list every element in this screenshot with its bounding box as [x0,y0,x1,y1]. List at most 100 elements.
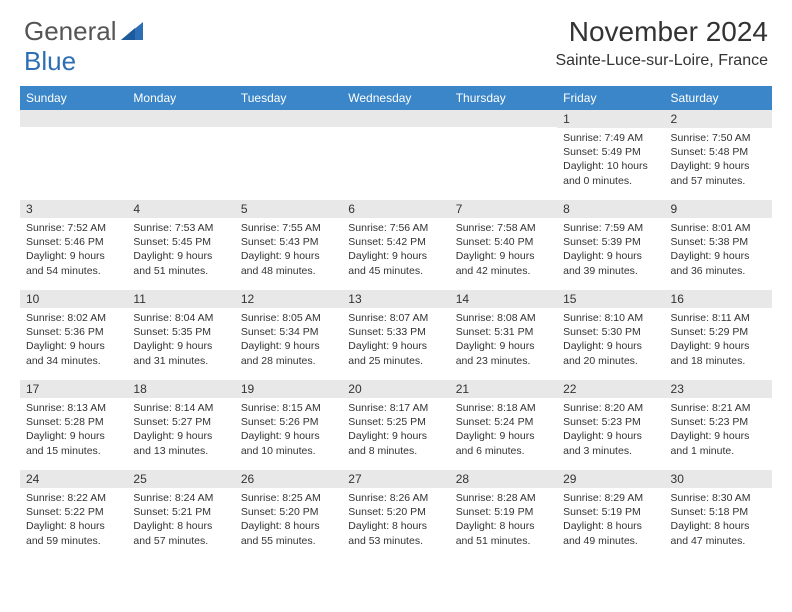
sunset-text: Sunset: 5:27 PM [133,415,228,429]
daylight-text: Daylight: 9 hours and 39 minutes. [563,249,658,277]
day-number: 11 [127,290,234,308]
calendar-day-cell: 10Sunrise: 8:02 AMSunset: 5:36 PMDayligh… [20,290,127,380]
sunrise-text: Sunrise: 7:50 AM [671,131,766,145]
sunrise-text: Sunrise: 8:24 AM [133,491,228,505]
day-details: Sunrise: 8:11 AMSunset: 5:29 PMDaylight:… [665,308,772,372]
sunset-text: Sunset: 5:36 PM [26,325,121,339]
day-number [450,110,557,127]
calendar-day-cell: 7Sunrise: 7:58 AMSunset: 5:40 PMDaylight… [450,200,557,290]
sunrise-text: Sunrise: 8:29 AM [563,491,658,505]
day-number: 8 [557,200,664,218]
day-details: Sunrise: 7:58 AMSunset: 5:40 PMDaylight:… [450,218,557,282]
calendar-day-cell: 8Sunrise: 7:59 AMSunset: 5:39 PMDaylight… [557,200,664,290]
title-block: November 2024 Sainte-Luce-sur-Loire, Fra… [555,16,768,70]
day-details: Sunrise: 7:49 AMSunset: 5:49 PMDaylight:… [557,128,664,192]
day-details: Sunrise: 8:02 AMSunset: 5:36 PMDaylight:… [20,308,127,372]
calendar-day-cell: 3Sunrise: 7:52 AMSunset: 5:46 PMDaylight… [20,200,127,290]
day-details: Sunrise: 7:50 AMSunset: 5:48 PMDaylight:… [665,128,772,192]
day-number: 23 [665,380,772,398]
weekday-header: Saturday [665,86,772,110]
sunrise-text: Sunrise: 8:05 AM [241,311,336,325]
sunrise-text: Sunrise: 8:18 AM [456,401,551,415]
sunrise-text: Sunrise: 8:14 AM [133,401,228,415]
day-details: Sunrise: 8:15 AMSunset: 5:26 PMDaylight:… [235,398,342,462]
calendar-day-cell: 25Sunrise: 8:24 AMSunset: 5:21 PMDayligh… [127,470,234,560]
calendar-header-row: SundayMondayTuesdayWednesdayThursdayFrid… [20,86,772,110]
day-details: Sunrise: 8:10 AMSunset: 5:30 PMDaylight:… [557,308,664,372]
day-number: 1 [557,110,664,128]
day-number: 17 [20,380,127,398]
daylight-text: Daylight: 9 hours and 51 minutes. [133,249,228,277]
day-details: Sunrise: 8:28 AMSunset: 5:19 PMDaylight:… [450,488,557,552]
sunset-text: Sunset: 5:48 PM [671,145,766,159]
calendar-table: SundayMondayTuesdayWednesdayThursdayFrid… [20,86,772,560]
sunrise-text: Sunrise: 8:02 AM [26,311,121,325]
daylight-text: Daylight: 9 hours and 18 minutes. [671,339,766,367]
day-details: Sunrise: 8:18 AMSunset: 5:24 PMDaylight:… [450,398,557,462]
day-details: Sunrise: 8:08 AMSunset: 5:31 PMDaylight:… [450,308,557,372]
sunset-text: Sunset: 5:28 PM [26,415,121,429]
sunset-text: Sunset: 5:49 PM [563,145,658,159]
calendar-day-cell: 9Sunrise: 8:01 AMSunset: 5:38 PMDaylight… [665,200,772,290]
calendar-day-cell: 29Sunrise: 8:29 AMSunset: 5:19 PMDayligh… [557,470,664,560]
daylight-text: Daylight: 9 hours and 8 minutes. [348,429,443,457]
sunrise-text: Sunrise: 8:04 AM [133,311,228,325]
calendar-day-cell: 22Sunrise: 8:20 AMSunset: 5:23 PMDayligh… [557,380,664,470]
sunrise-text: Sunrise: 8:25 AM [241,491,336,505]
day-details: Sunrise: 8:13 AMSunset: 5:28 PMDaylight:… [20,398,127,462]
calendar-day-cell: 14Sunrise: 8:08 AMSunset: 5:31 PMDayligh… [450,290,557,380]
day-number: 13 [342,290,449,308]
daylight-text: Daylight: 9 hours and 54 minutes. [26,249,121,277]
calendar-day-cell: 16Sunrise: 8:11 AMSunset: 5:29 PMDayligh… [665,290,772,380]
daylight-text: Daylight: 9 hours and 28 minutes. [241,339,336,367]
day-number: 12 [235,290,342,308]
calendar-day-cell: 20Sunrise: 8:17 AMSunset: 5:25 PMDayligh… [342,380,449,470]
daylight-text: Daylight: 9 hours and 1 minute. [671,429,766,457]
day-number [127,110,234,127]
daylight-text: Daylight: 8 hours and 59 minutes. [26,519,121,547]
day-details: Sunrise: 8:01 AMSunset: 5:38 PMDaylight:… [665,218,772,282]
day-number: 16 [665,290,772,308]
daylight-text: Daylight: 9 hours and 31 minutes. [133,339,228,367]
day-number: 29 [557,470,664,488]
calendar-day-cell: 24Sunrise: 8:22 AMSunset: 5:22 PMDayligh… [20,470,127,560]
calendar-day-cell: 19Sunrise: 8:15 AMSunset: 5:26 PMDayligh… [235,380,342,470]
day-details: Sunrise: 8:29 AMSunset: 5:19 PMDaylight:… [557,488,664,552]
sunrise-text: Sunrise: 8:26 AM [348,491,443,505]
daylight-text: Daylight: 9 hours and 57 minutes. [671,159,766,187]
day-number [342,110,449,127]
day-number: 2 [665,110,772,128]
calendar-day-cell: 26Sunrise: 8:25 AMSunset: 5:20 PMDayligh… [235,470,342,560]
day-details: Sunrise: 8:24 AMSunset: 5:21 PMDaylight:… [127,488,234,552]
day-details: Sunrise: 8:26 AMSunset: 5:20 PMDaylight:… [342,488,449,552]
sunset-text: Sunset: 5:23 PM [563,415,658,429]
sunrise-text: Sunrise: 8:10 AM [563,311,658,325]
sunset-text: Sunset: 5:42 PM [348,235,443,249]
calendar-week-row: 1Sunrise: 7:49 AMSunset: 5:49 PMDaylight… [20,110,772,200]
sunset-text: Sunset: 5:39 PM [563,235,658,249]
day-number: 24 [20,470,127,488]
sunset-text: Sunset: 5:20 PM [241,505,336,519]
day-number: 25 [127,470,234,488]
sunrise-text: Sunrise: 8:01 AM [671,221,766,235]
calendar-week-row: 17Sunrise: 8:13 AMSunset: 5:28 PMDayligh… [20,380,772,470]
sunrise-text: Sunrise: 7:56 AM [348,221,443,235]
sunrise-text: Sunrise: 7:52 AM [26,221,121,235]
sunset-text: Sunset: 5:18 PM [671,505,766,519]
calendar-day-cell: 28Sunrise: 8:28 AMSunset: 5:19 PMDayligh… [450,470,557,560]
sunset-text: Sunset: 5:31 PM [456,325,551,339]
day-details: Sunrise: 7:53 AMSunset: 5:45 PMDaylight:… [127,218,234,282]
daylight-text: Daylight: 10 hours and 0 minutes. [563,159,658,187]
sunset-text: Sunset: 5:19 PM [563,505,658,519]
daylight-text: Daylight: 9 hours and 6 minutes. [456,429,551,457]
sunset-text: Sunset: 5:26 PM [241,415,336,429]
sunset-text: Sunset: 5:29 PM [671,325,766,339]
calendar-day-cell: 27Sunrise: 8:26 AMSunset: 5:20 PMDayligh… [342,470,449,560]
day-details: Sunrise: 7:55 AMSunset: 5:43 PMDaylight:… [235,218,342,282]
day-number: 15 [557,290,664,308]
day-number: 21 [450,380,557,398]
daylight-text: Daylight: 9 hours and 10 minutes. [241,429,336,457]
day-details: Sunrise: 8:30 AMSunset: 5:18 PMDaylight:… [665,488,772,552]
day-details: Sunrise: 8:25 AMSunset: 5:20 PMDaylight:… [235,488,342,552]
sunrise-text: Sunrise: 7:58 AM [456,221,551,235]
